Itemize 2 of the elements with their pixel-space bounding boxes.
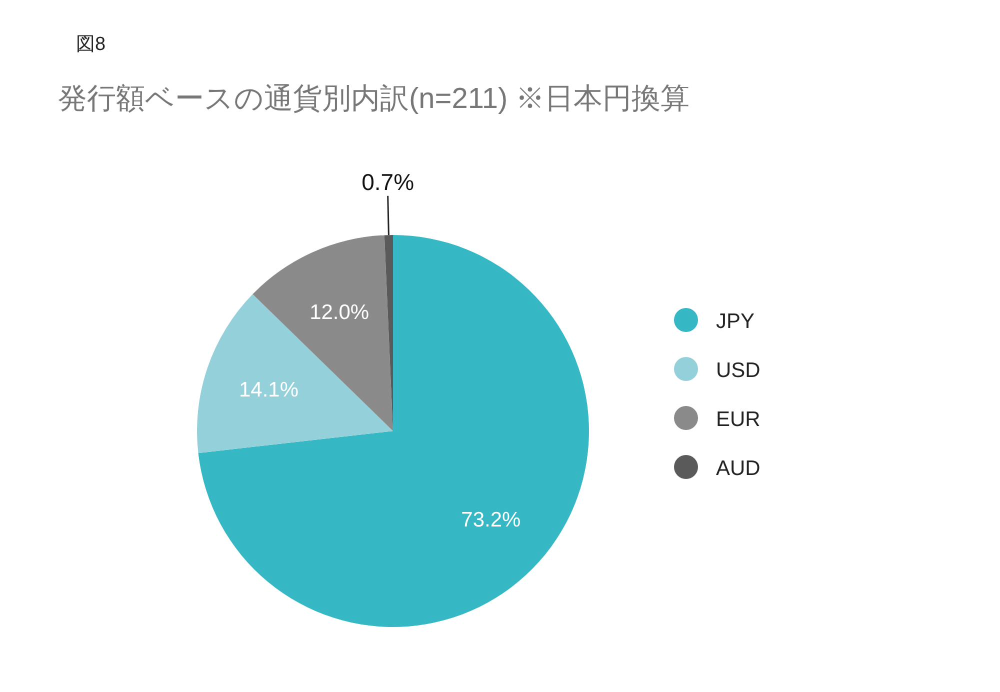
title: 発行額ベースの通貨別内訳(n=211) ※日本円換算 [58, 83, 690, 115]
annotation: 図8 [76, 34, 106, 55]
